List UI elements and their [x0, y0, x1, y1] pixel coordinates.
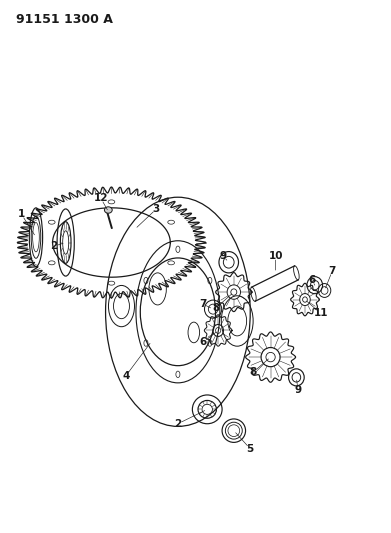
Text: 91151 1300 A: 91151 1300 A [16, 13, 113, 26]
Text: 6: 6 [200, 337, 207, 347]
Text: 4: 4 [122, 371, 129, 381]
Text: 8: 8 [250, 367, 257, 377]
Text: 5: 5 [247, 444, 254, 454]
Text: 10: 10 [268, 251, 283, 261]
Text: 12: 12 [93, 193, 108, 203]
Text: 7: 7 [329, 266, 336, 276]
Text: 7: 7 [199, 299, 206, 309]
Ellipse shape [104, 207, 112, 213]
Text: 9: 9 [294, 385, 301, 395]
Text: 6: 6 [308, 275, 316, 285]
Text: 1: 1 [18, 209, 25, 219]
Text: 9: 9 [219, 251, 226, 261]
Text: 3: 3 [153, 204, 160, 214]
Text: 2: 2 [50, 241, 57, 251]
Text: 11: 11 [313, 309, 328, 318]
Text: 8: 8 [212, 303, 219, 313]
Text: 2: 2 [174, 419, 181, 429]
